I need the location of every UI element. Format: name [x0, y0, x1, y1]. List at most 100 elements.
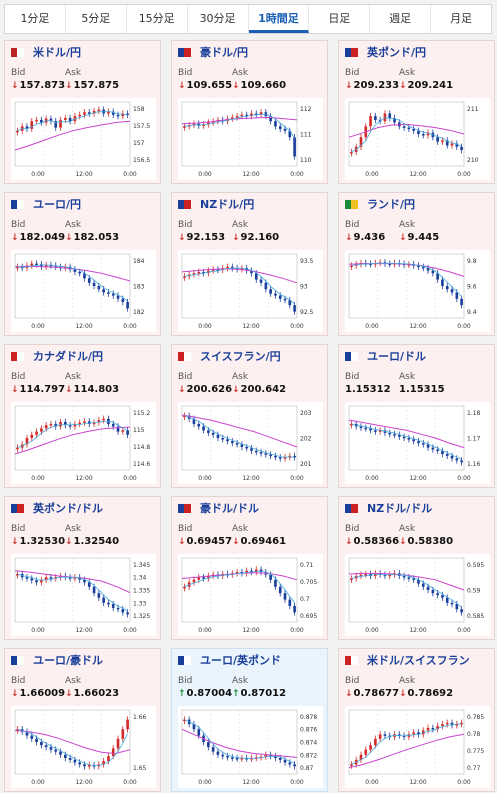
card-header[interactable]: NZドル/ドル	[345, 501, 432, 515]
bid-value: ↓209.233	[345, 80, 399, 91]
moving-average-short-line	[17, 728, 128, 766]
y-tick-label: 93.5	[300, 258, 314, 265]
pair-name[interactable]: NZドル/ドル	[367, 502, 433, 515]
card-header[interactable]: ユーロ/英ポンド	[178, 653, 281, 667]
bid-value: ↓109.655	[178, 80, 232, 91]
pair-name[interactable]: ユーロ/円	[33, 198, 82, 211]
pair-name[interactable]: スイスフラン/円	[200, 350, 281, 363]
candle-body	[383, 734, 387, 736]
pair-name[interactable]: 英ポンド/ドル	[33, 502, 104, 515]
card-header[interactable]: カナダドル/円	[11, 349, 103, 363]
card-header[interactable]: 豪ドル/円	[178, 45, 248, 59]
tab-7[interactable]: 月足	[450, 12, 473, 25]
pair-name[interactable]: 豪ドル/円	[200, 46, 249, 59]
candlestick-chart[interactable]: 211 210 0:00 12:00 0:00	[345, 98, 490, 180]
bid-label: Bid	[345, 68, 360, 78]
y-tick-label: 202	[300, 436, 312, 443]
pair-name[interactable]: 米ドル/円	[33, 46, 82, 59]
candle-body	[92, 282, 96, 286]
candlestick-chart[interactable]: 1.345 1.34 1.335 1.33 1.325 0:00 12:00 0:00	[11, 554, 156, 636]
x-tick-label: 0:00	[457, 171, 471, 178]
candlestick-chart[interactable]: 184 183 182 0:00 12:00 0:00	[11, 250, 156, 332]
candle-body	[388, 263, 392, 266]
pair-name[interactable]: ユーロ/英ポンド	[200, 654, 282, 667]
rate-card-gbp-jpy[interactable]: 英ポンド/円 Bid Ask ↓209.233 ↓209.241 211 210 0:00 12…	[338, 40, 495, 184]
rate-card-nzd-usd[interactable]: NZドル/ドル Bid Ask ↓0.58366 ↓0.58380 0.595 0.59 0.…	[338, 496, 495, 640]
rate-card-usd-chf[interactable]: 米ドル/スイスフラン Bid Ask ↓0.78677 ↓0.78692 0.785 0.7…	[338, 648, 495, 792]
y-tick-label: 0.705	[300, 579, 317, 586]
card-header[interactable]: NZドル/円	[178, 197, 254, 211]
card-header[interactable]: 豪ドル/ドル	[178, 501, 259, 515]
pair-name[interactable]: 米ドル/スイスフラン	[367, 654, 470, 667]
candle-body	[274, 756, 277, 758]
card-header[interactable]: 米ドル/円	[11, 45, 81, 59]
candlestick-chart[interactable]: 0.71 0.705 0.7 0.695 0:00 12:00 0:00	[178, 554, 323, 636]
rate-card-nzd-jpy[interactable]: NZドル/円 Bid Ask ↓92.153 ↓92.160 93.5 93 92.5 0:00…	[171, 192, 328, 336]
moving-average-short-line	[17, 264, 128, 302]
y-tick-label: 0.775	[467, 748, 484, 755]
y-tick-label: 211	[467, 106, 479, 113]
card-header[interactable]: スイスフラン/円	[178, 349, 281, 363]
card-header[interactable]: ユーロ/円	[11, 197, 81, 211]
candle-body	[73, 269, 77, 272]
candle-body	[226, 266, 229, 269]
ask-value: ↓9.445	[399, 232, 439, 243]
candlestick-chart[interactable]: 0.595 0.59 0.585 0:00 12:00 0:00	[345, 554, 490, 636]
candlestick-chart[interactable]: 0.878 0.876 0.874 0.872 0.87 0:00 12:00 0:00	[178, 706, 323, 788]
ask-label: Ask	[65, 676, 82, 686]
pair-name[interactable]: NZドル/円	[200, 198, 255, 211]
tab-0[interactable]: 1分足	[5, 5, 66, 33]
rate-card-usd-jpy[interactable]: 米ドル/円 Bid Ask ↓157.873 ↓157.875 158 157.5 157 15…	[4, 40, 161, 184]
ask-arrow-down-icon: ↓	[65, 81, 73, 91]
candlestick-chart[interactable]: 115.2 115 114.8 114.6 0:00 12:00 0:00	[11, 402, 156, 484]
pair-name[interactable]: ユーロ/ドル	[367, 350, 427, 363]
candle-body	[245, 758, 249, 760]
x-tick-label: 0:00	[290, 779, 304, 786]
rate-card-eur-gbp[interactable]: ユーロ/英ポンド Bid Ask ↑0.87004 ↑0.87012 0.878 0.876…	[171, 648, 328, 792]
rate-card-aud-jpy[interactable]: 豪ドル/円 Bid Ask ↓109.655 ↓109.660 112 111 110 0:00…	[171, 40, 328, 184]
candlestick-chart[interactable]: 1.66 1.65 0:00 12:00 0:00	[11, 706, 156, 788]
pair-name[interactable]: カナダドル/円	[33, 350, 104, 363]
card-header[interactable]: 英ポンド/ドル	[11, 501, 103, 515]
pair-name[interactable]: ランド/円	[367, 198, 416, 211]
x-tick-label: 0:00	[31, 475, 45, 482]
tab-5[interactable]: 日足	[309, 5, 371, 33]
candlestick-chart[interactable]: 112 111 110 0:00 12:00 0:00	[178, 98, 323, 180]
ask-arrow-down-icon: ↓	[65, 385, 73, 395]
card-header[interactable]: ユーロ/豪ドル	[11, 653, 103, 667]
candle-body	[293, 305, 296, 312]
x-tick-label: 12:00	[75, 779, 92, 786]
candlestick-chart[interactable]: 0.785 0.78 0.775 0.77 0:00 12:00 0:00	[345, 706, 490, 788]
tab-2[interactable]: 15分足	[127, 5, 188, 33]
candle-body	[436, 273, 439, 280]
x-tick-label: 0:00	[123, 171, 137, 178]
pair-name[interactable]: ユーロ/豪ドル	[33, 654, 104, 667]
candlestick-chart[interactable]: 93.5 93 92.5 0:00 12:00 0:00	[178, 250, 323, 332]
rate-card-cad-jpy[interactable]: カナダドル/円 Bid Ask ↓114.797 ↓114.803 115.2 115 114…	[4, 344, 161, 488]
rate-card-gbp-usd[interactable]: 英ポンド/ドル Bid Ask ↓1.32530 ↓1.32540 1.345 1.34 1.…	[4, 496, 161, 640]
candlestick-chart[interactable]: 1.18 1.17 1.16 0:00 12:00 0:00	[345, 402, 490, 484]
candle-body	[235, 116, 239, 118]
candle-body	[183, 126, 186, 128]
rate-card-eur-jpy[interactable]: ユーロ/円 Bid Ask ↓182.049 ↓182.053 184 183 182 0:00…	[4, 192, 161, 336]
rate-card-eur-usd[interactable]: ユーロ/ドル Bid Ask 1.15312 1.15315 1.18 1.17 1.16 0:…	[338, 344, 495, 488]
card-header[interactable]: ランド/円	[345, 197, 415, 211]
card-header[interactable]: 英ポンド/円	[345, 45, 426, 59]
tab-4[interactable]: 1時間足	[248, 5, 310, 33]
rate-card-aud-usd[interactable]: 豪ドル/ドル Bid Ask ↓0.69457 ↓0.69461 0.71 0.705 0.7…	[171, 496, 328, 640]
candlestick-chart[interactable]: 158 157.5 157 156.5 0:00 12:00 0:00	[11, 98, 156, 180]
rate-card-eur-aud[interactable]: ユーロ/豪ドル Bid Ask ↓1.66009 ↓1.66023 1.66 1.65 0:0…	[4, 648, 161, 792]
pair-name[interactable]: 英ポンド/円	[367, 46, 427, 59]
tab-3[interactable]: 30分足	[188, 5, 249, 33]
x-tick-label: 0:00	[31, 171, 45, 178]
pair-name[interactable]: 豪ドル/ドル	[200, 502, 260, 515]
currency-flag-icon	[345, 47, 358, 57]
rate-card-zar-jpy[interactable]: ランド/円 Bid Ask ↓9.436 ↓9.445 9.8 9.6 9.4 0:00 12:0…	[338, 192, 495, 336]
tab-6[interactable]: 週足	[370, 5, 432, 33]
candlestick-chart[interactable]: 9.8 9.6 9.4 0:00 12:00 0:00	[345, 250, 490, 332]
rate-card-chf-jpy[interactable]: スイスフラン/円 Bid Ask ↓200.626 ↓200.642 203 202 201 0…	[171, 344, 328, 488]
tab-1[interactable]: 5分足	[66, 5, 127, 33]
card-header[interactable]: ユーロ/ドル	[345, 349, 426, 363]
card-header[interactable]: 米ドル/スイスフラン	[345, 653, 470, 667]
candlestick-chart[interactable]: 203 202 201 0:00 12:00 0:00	[178, 402, 323, 484]
